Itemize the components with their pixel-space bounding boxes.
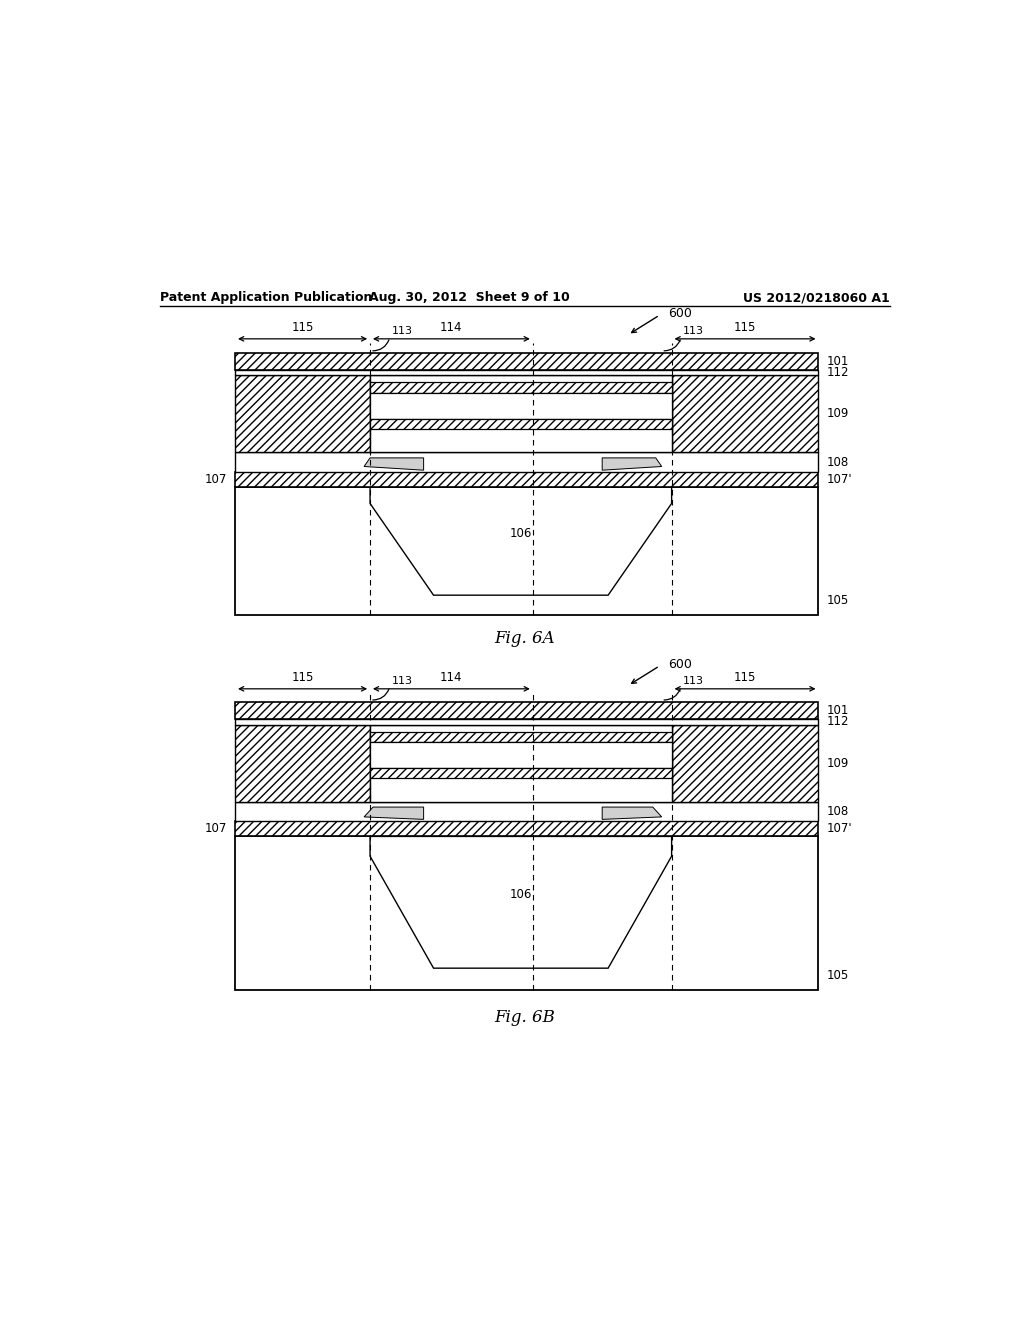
Bar	[236, 370, 818, 375]
Text: 601: 601	[337, 455, 357, 465]
Text: 117: 117	[510, 383, 531, 392]
Bar	[370, 418, 672, 429]
Polygon shape	[370, 837, 672, 968]
Text: 114: 114	[440, 671, 463, 684]
Text: 106: 106	[510, 527, 532, 540]
Text: 107: 107	[205, 822, 227, 836]
Bar	[236, 801, 818, 821]
Text: 600: 600	[668, 657, 691, 671]
Bar	[370, 725, 672, 801]
Text: 117: 117	[510, 731, 531, 742]
Bar	[236, 725, 370, 801]
Text: 107': 107'	[826, 473, 852, 486]
Text: 115: 115	[734, 321, 756, 334]
Text: Fig. 6B: Fig. 6B	[495, 1008, 555, 1026]
Bar	[672, 725, 818, 801]
Text: 116: 116	[510, 401, 531, 411]
Text: Fig. 6A: Fig. 6A	[495, 631, 555, 647]
Text: 115: 115	[734, 671, 756, 684]
Bar	[236, 719, 818, 725]
Text: 116: 116	[510, 750, 531, 760]
Bar	[236, 702, 818, 719]
Text: 601': 601'	[669, 804, 691, 814]
Bar	[370, 731, 672, 742]
Text: 113: 113	[683, 676, 703, 685]
Text: 107: 107	[205, 473, 227, 486]
Text: 105: 105	[826, 969, 849, 982]
Text: 101: 101	[826, 355, 849, 368]
Bar	[236, 375, 370, 453]
Text: 111: 111	[510, 418, 531, 429]
Bar	[370, 393, 672, 418]
Polygon shape	[365, 807, 424, 820]
Text: 112: 112	[826, 366, 849, 379]
Polygon shape	[602, 807, 662, 820]
Text: 115: 115	[292, 671, 313, 684]
Text: 105: 105	[826, 594, 849, 607]
Text: 113: 113	[683, 326, 703, 337]
Bar	[236, 473, 818, 487]
Text: 601': 601'	[335, 804, 357, 814]
Text: 109: 109	[826, 408, 849, 420]
Bar	[236, 487, 818, 615]
Text: 113: 113	[391, 676, 413, 685]
Text: US 2012/0218060 A1: US 2012/0218060 A1	[743, 292, 890, 304]
Polygon shape	[365, 458, 424, 470]
Text: 108: 108	[826, 805, 849, 818]
Text: 601: 601	[669, 455, 688, 465]
Bar	[236, 453, 818, 473]
Text: 107': 107'	[826, 822, 852, 836]
Text: 114: 114	[440, 321, 463, 334]
Text: 101: 101	[826, 704, 849, 717]
Text: 115: 115	[292, 321, 313, 334]
Bar	[370, 383, 672, 393]
Bar	[236, 354, 818, 370]
Text: 113: 113	[391, 326, 413, 337]
Text: 111: 111	[510, 768, 531, 777]
Polygon shape	[602, 458, 662, 470]
Text: Patent Application Publication: Patent Application Publication	[160, 292, 372, 304]
Text: 109: 109	[826, 756, 849, 770]
Text: 112: 112	[826, 715, 849, 729]
Polygon shape	[370, 487, 672, 595]
Text: 600: 600	[668, 308, 691, 319]
Bar	[236, 821, 818, 837]
Text: 108: 108	[826, 455, 849, 469]
Text: 106: 106	[510, 888, 532, 900]
Bar	[370, 375, 672, 453]
Text: Aug. 30, 2012  Sheet 9 of 10: Aug. 30, 2012 Sheet 9 of 10	[369, 292, 569, 304]
Bar	[672, 375, 818, 453]
Bar	[370, 742, 672, 768]
Bar	[370, 768, 672, 777]
Bar	[236, 837, 818, 990]
